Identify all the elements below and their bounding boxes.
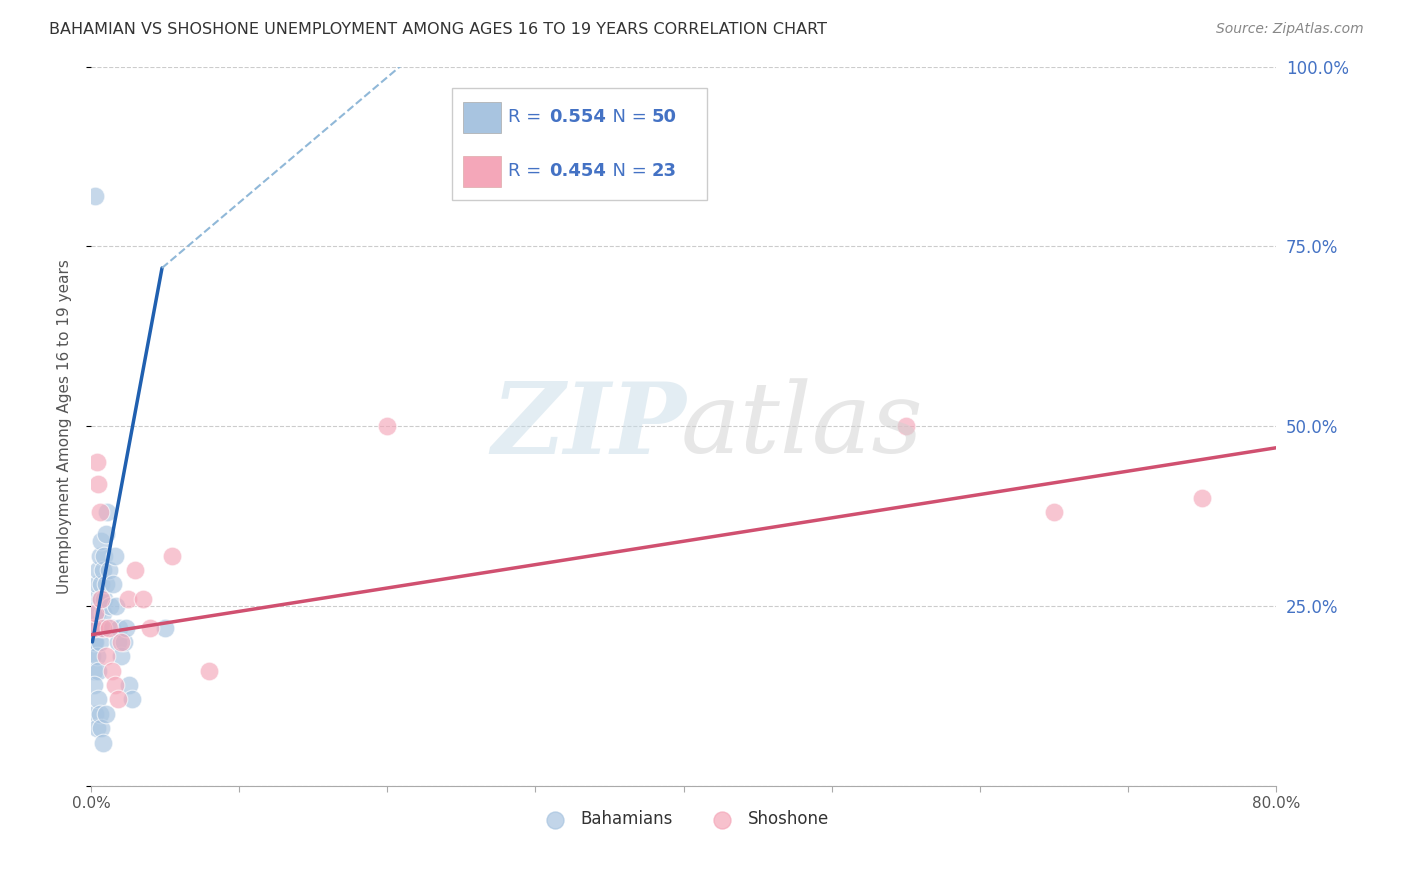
Point xyxy=(84,189,107,203)
Point xyxy=(82,649,104,664)
Point xyxy=(100,664,122,678)
Point xyxy=(112,635,135,649)
FancyBboxPatch shape xyxy=(463,156,501,187)
Point xyxy=(86,455,108,469)
Point xyxy=(198,664,221,678)
Point xyxy=(89,591,111,606)
Text: 0.454: 0.454 xyxy=(550,161,606,180)
Point xyxy=(97,621,120,635)
Point xyxy=(110,649,132,664)
Text: 0.554: 0.554 xyxy=(550,108,606,126)
Text: 50: 50 xyxy=(651,108,676,126)
Point xyxy=(87,476,110,491)
Y-axis label: Unemployment Among Ages 16 to 19 years: Unemployment Among Ages 16 to 19 years xyxy=(58,259,72,594)
Point xyxy=(153,621,176,635)
Point xyxy=(124,563,146,577)
Point xyxy=(90,721,112,735)
Point xyxy=(83,664,105,678)
Point xyxy=(107,635,129,649)
FancyBboxPatch shape xyxy=(463,102,501,134)
Point xyxy=(105,599,128,613)
Point xyxy=(1043,506,1066,520)
Point xyxy=(100,621,122,635)
Point xyxy=(84,591,107,606)
Point xyxy=(94,527,117,541)
Point xyxy=(94,649,117,664)
Point xyxy=(84,621,107,635)
Point xyxy=(98,599,121,613)
Point xyxy=(375,419,398,434)
Point xyxy=(90,534,112,549)
Point xyxy=(84,606,107,620)
Point xyxy=(83,635,105,649)
Point xyxy=(90,591,112,606)
Point xyxy=(87,563,110,577)
Point xyxy=(110,635,132,649)
Point xyxy=(107,692,129,706)
Point xyxy=(104,549,127,563)
Point xyxy=(86,577,108,591)
Point xyxy=(91,606,114,620)
Text: 23: 23 xyxy=(651,161,676,180)
Point xyxy=(89,506,111,520)
Point xyxy=(132,591,155,606)
Point xyxy=(89,549,111,563)
Point xyxy=(90,621,112,635)
Point xyxy=(108,621,131,635)
Point xyxy=(83,678,105,692)
Point xyxy=(94,706,117,721)
Text: R =: R = xyxy=(508,161,547,180)
Point xyxy=(96,506,118,520)
Point xyxy=(93,549,115,563)
Text: R =: R = xyxy=(508,108,547,126)
Point xyxy=(87,692,110,706)
Point xyxy=(89,635,111,649)
Point xyxy=(118,678,141,692)
Point xyxy=(83,606,105,620)
Point xyxy=(94,577,117,591)
Text: N =: N = xyxy=(600,161,652,180)
Point xyxy=(97,563,120,577)
Point xyxy=(91,621,114,635)
Text: BAHAMIAN VS SHOSHONE UNEMPLOYMENT AMONG AGES 16 TO 19 YEARS CORRELATION CHART: BAHAMIAN VS SHOSHONE UNEMPLOYMENT AMONG … xyxy=(49,22,827,37)
Point xyxy=(91,736,114,750)
Point xyxy=(86,721,108,735)
Text: Source: ZipAtlas.com: Source: ZipAtlas.com xyxy=(1216,22,1364,37)
Point xyxy=(1191,491,1213,505)
Point xyxy=(87,664,110,678)
Text: N =: N = xyxy=(600,108,652,126)
Point xyxy=(84,635,107,649)
Point xyxy=(89,706,111,721)
Text: ZIP: ZIP xyxy=(491,378,686,475)
Point xyxy=(115,621,138,635)
Point xyxy=(90,577,112,591)
Point xyxy=(104,678,127,692)
Point xyxy=(894,419,917,434)
Point xyxy=(101,577,124,591)
Point xyxy=(91,563,114,577)
Point xyxy=(162,549,184,563)
FancyBboxPatch shape xyxy=(453,88,707,200)
Point xyxy=(117,591,139,606)
Point xyxy=(93,591,115,606)
Point xyxy=(84,706,107,721)
Text: atlas: atlas xyxy=(681,378,924,474)
Point xyxy=(86,649,108,664)
Point xyxy=(86,606,108,620)
Point xyxy=(139,621,162,635)
Point xyxy=(87,621,110,635)
Point xyxy=(82,621,104,635)
Point xyxy=(83,621,105,635)
Legend: Bahamians, Shoshone: Bahamians, Shoshone xyxy=(531,804,835,835)
Point xyxy=(121,692,143,706)
